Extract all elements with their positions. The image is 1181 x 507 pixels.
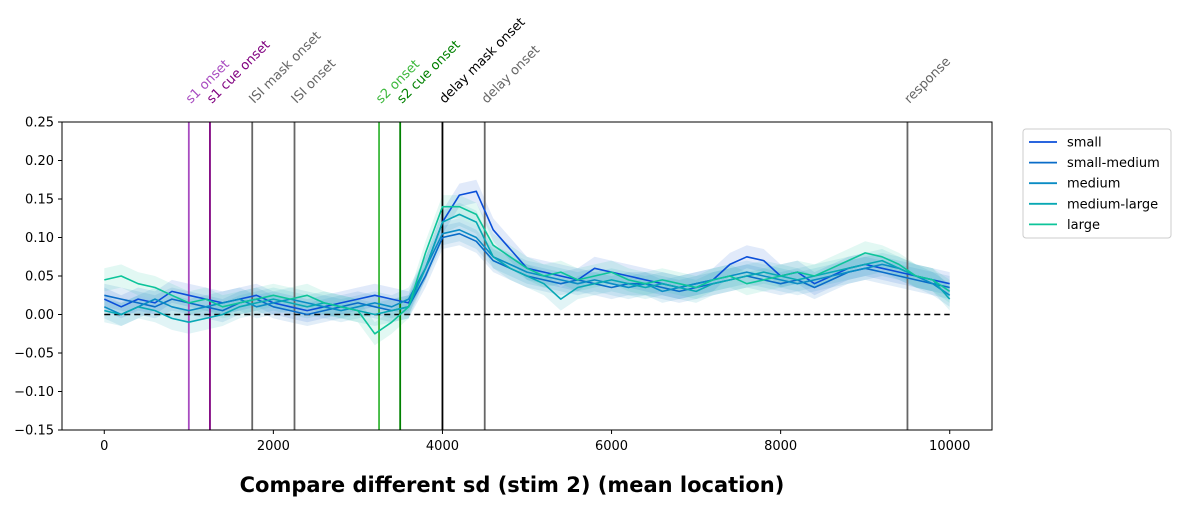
x-axis: 0 2000 4000 6000 8000 10000 (100, 430, 970, 454)
x-tick-label: 2000 (257, 439, 290, 454)
series-lines (103, 190, 951, 335)
x-tick-label: 6000 (595, 439, 628, 454)
y-tick-label: 0.00 (25, 308, 54, 323)
legend-label-medium: medium (1067, 177, 1120, 192)
y-tick-label: −0.15 (14, 424, 54, 439)
band-large (104, 195, 950, 346)
event-lines (187, 122, 909, 430)
y-tick-label: 0.20 (25, 154, 54, 169)
y-tick-label: 0.15 (25, 193, 54, 208)
x-tick-label: 8000 (764, 439, 797, 454)
confidence-bands (104, 179, 950, 346)
legend-box (1022, 128, 1172, 239)
chart-title: Compare different sd (stim 2) (mean loca… (240, 473, 785, 497)
y-tick-label: −0.10 (14, 385, 54, 400)
legend-label-small: small (1067, 136, 1102, 151)
legend-label-small-medium: small-medium (1067, 156, 1160, 171)
y-tick-label: 0.25 (25, 116, 54, 131)
y-tick-label: 0.05 (25, 270, 54, 285)
y-tick-label: 0.10 (25, 231, 54, 246)
legend-label-medium-large: medium-large (1067, 197, 1158, 212)
band-small-medium (104, 222, 950, 326)
event-label-response: response (902, 54, 954, 106)
event-label-ISI-mask-onset: ISI mask onset (246, 29, 324, 107)
legend-label-large: large (1067, 218, 1100, 233)
y-tick-label: −0.05 (14, 347, 54, 362)
x-tick-label: 0 (100, 439, 108, 454)
series-line-large (104, 205, 951, 335)
x-tick-label: 10000 (929, 439, 970, 454)
legend: small small-medium medium medium-large large (1022, 128, 1172, 239)
y-axis: −0.15 −0.10 −0.05 0.00 0.05 0.10 0.15 0.20 0.25 (14, 116, 62, 439)
series-line-medium-large (104, 213, 951, 324)
x-tick-label: 4000 (426, 439, 459, 454)
